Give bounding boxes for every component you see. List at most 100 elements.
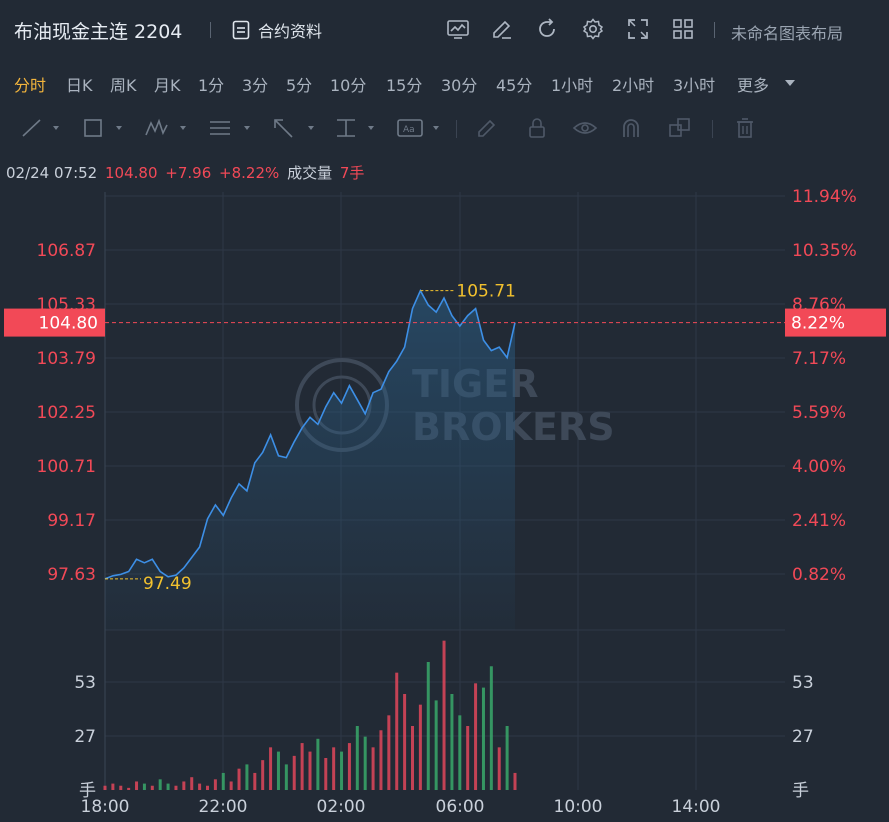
contract-info-button[interactable]: 合约资料	[232, 18, 322, 42]
text-label-tool-icon[interactable]: Aa	[396, 117, 442, 139]
volume-bar	[198, 783, 202, 790]
percent-tick-label: 7.17%	[792, 349, 846, 369]
volume-bar	[363, 736, 367, 790]
volume-bar	[379, 730, 383, 790]
eye-icon[interactable]	[572, 117, 598, 139]
period-tab-2[interactable]: 周K	[110, 76, 137, 95]
layers-icon[interactable]	[668, 117, 692, 139]
period-tab-0[interactable]: 分时	[14, 76, 47, 95]
readout-volume: 7手	[339, 164, 365, 182]
volume-bar	[182, 781, 186, 790]
current-price-tag	[4, 308, 105, 337]
tool-divider	[712, 120, 713, 138]
period-tab-5[interactable]: 3分	[242, 76, 269, 95]
chart-template-icon[interactable]	[446, 17, 470, 41]
magnet-icon[interactable]	[620, 117, 642, 139]
volume-bar	[190, 777, 194, 790]
volume-bar	[119, 785, 123, 790]
low-price-label: 97.49	[143, 574, 192, 594]
volume-bar	[340, 751, 344, 790]
refresh-icon[interactable]	[535, 17, 559, 41]
intraday-chart[interactable]: TIGER BROKERS 106.87105.33103.79102.2510…	[0, 180, 889, 822]
volume-bar	[245, 764, 249, 790]
volume-tick-label: 53	[74, 673, 96, 693]
period-tab-9[interactable]: 30分	[441, 76, 478, 95]
price-level-tool-icon[interactable]	[334, 117, 378, 139]
period-tab-13[interactable]: 3小时	[673, 76, 716, 95]
period-tab-14[interactable]: 更多	[737, 76, 770, 95]
line-tool-icon[interactable]	[20, 117, 60, 139]
volume-bar	[395, 672, 399, 790]
volume-bar	[355, 726, 359, 790]
time-tick-label: 18:00	[81, 797, 130, 817]
arrow-tool-icon[interactable]	[272, 117, 316, 139]
volume-bar	[150, 785, 154, 790]
instrument-title[interactable]: 布油现金主连 2204	[14, 21, 183, 43]
volume-bar	[229, 781, 233, 790]
draw-edit-icon[interactable]	[490, 17, 514, 41]
period-tab-7[interactable]: 10分	[330, 76, 367, 95]
price-tick-label: 102.25	[37, 403, 96, 423]
percent-tick-label: 4.00%	[792, 457, 846, 477]
readout-price: 104.80	[105, 164, 158, 182]
volume-bar	[332, 747, 336, 790]
chevron-down-icon[interactable]	[784, 78, 796, 88]
percent-tick-label: 5.59%	[792, 403, 846, 423]
top-toolbar: 布油现金主连 2204 合约资料 未命	[0, 0, 889, 60]
current-price-label: 104.80	[39, 314, 98, 334]
volume-bar	[458, 715, 462, 790]
volume-bar	[135, 781, 139, 790]
fib-tool-icon[interactable]	[208, 117, 252, 139]
document-icon	[232, 20, 250, 40]
period-tab-12[interactable]: 2小时	[612, 76, 655, 95]
volume-tick-label: 27	[74, 727, 96, 747]
volume-bar	[261, 760, 265, 790]
volume-bar	[253, 772, 257, 790]
layout-selector[interactable]: 未命名图表布局	[731, 24, 844, 43]
volume-bar	[474, 683, 478, 790]
period-tab-11[interactable]: 1小时	[551, 76, 594, 95]
rectangle-tool-icon[interactable]	[82, 117, 124, 139]
volume-bar	[269, 747, 273, 790]
period-tab-6[interactable]: 5分	[286, 76, 313, 95]
toolbar-divider	[210, 22, 211, 38]
period-bar: 分时 日K 周K 月K 1分 3分 5分 10分 15分 30分 45分 1小时 2小时 3小时 更多	[0, 68, 889, 98]
tool-divider	[456, 120, 457, 138]
price-tick-label: 97.63	[47, 565, 96, 585]
pencil-icon[interactable]	[476, 117, 500, 139]
fullscreen-icon[interactable]	[626, 17, 650, 41]
volume-bar	[497, 747, 501, 790]
time-tick-label: 06:00	[436, 797, 485, 817]
volume-bar	[505, 726, 509, 790]
wave-tool-icon[interactable]	[144, 117, 188, 139]
volume-bar	[481, 687, 485, 790]
volume-bar	[142, 783, 146, 790]
volume-bar	[403, 694, 407, 790]
readout-change-pct: +8.22%	[219, 164, 280, 182]
volume-bar	[513, 772, 517, 790]
time-tick-label: 14:00	[672, 797, 721, 817]
trash-icon[interactable]	[734, 117, 756, 139]
volume-bar	[434, 700, 438, 790]
period-tab-3[interactable]: 月K	[154, 76, 181, 95]
price-tick-label: 106.87	[37, 241, 96, 261]
volume-bar	[308, 751, 312, 790]
volume-bar	[489, 666, 493, 790]
period-tab-10[interactable]: 45分	[496, 76, 533, 95]
volume-bar	[387, 715, 391, 790]
volume-bar	[111, 783, 115, 790]
period-tab-1[interactable]: 日K	[66, 76, 93, 95]
period-tab-4[interactable]: 1分	[198, 76, 225, 95]
volume-bar	[284, 764, 288, 790]
time-tick-label: 22:00	[199, 797, 248, 817]
lock-icon[interactable]	[526, 117, 548, 139]
volume-bar	[276, 751, 280, 790]
volume-tick-label: 27	[792, 727, 814, 747]
percent-tick-label: 10.35%	[792, 241, 857, 261]
contract-info-label: 合约资料	[258, 22, 323, 41]
volume-bar	[292, 755, 296, 790]
price-tick-label: 103.79	[37, 349, 96, 369]
settings-icon[interactable]	[581, 17, 605, 41]
period-tab-8[interactable]: 15分	[386, 76, 423, 95]
layout-grid-icon[interactable]	[671, 17, 695, 41]
